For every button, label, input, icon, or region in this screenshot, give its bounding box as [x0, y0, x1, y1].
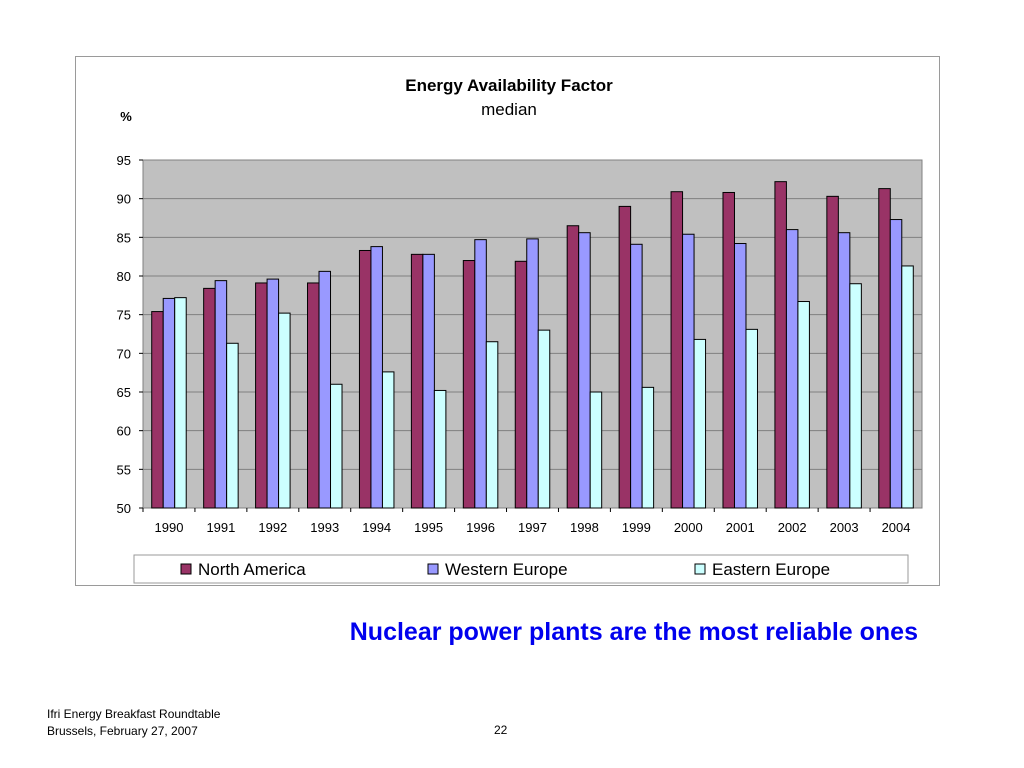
- x-tick-label: 1999: [622, 520, 651, 535]
- bar-north-america-2000: [670, 191, 684, 509]
- bar-western-europe-2000: [682, 233, 695, 509]
- bar-north-america-1991: [203, 287, 216, 509]
- y-tick-label: 60: [117, 424, 131, 439]
- x-tick-label: 2004: [882, 520, 911, 535]
- y-tick-label: 55: [117, 462, 131, 477]
- bar-eastern-europe-1991: [226, 342, 239, 509]
- legend-box: [133, 554, 909, 584]
- legend-label: Western Europe: [445, 560, 568, 579]
- bar-western-europe-1994: [370, 246, 383, 509]
- x-tick-label: 2002: [778, 520, 807, 535]
- x-tick-label: 1996: [466, 520, 495, 535]
- bar-north-america-2001: [722, 191, 735, 509]
- bars: [151, 181, 914, 509]
- x-tick-label: 1994: [362, 520, 391, 535]
- bar-eastern-europe-1997: [537, 329, 551, 509]
- bar-north-america-2002: [774, 181, 787, 509]
- bar-eastern-europe-2000: [693, 338, 707, 509]
- x-tick-label: 2001: [726, 520, 755, 535]
- bar-western-europe-2001: [733, 243, 747, 509]
- chart-frame: Energy Availability Factor median % 50 55…: [75, 56, 940, 586]
- bar-western-europe-1992: [266, 278, 280, 509]
- bar-north-america-1990: [151, 311, 164, 509]
- bar-western-europe-1997: [526, 238, 539, 509]
- chart-title: Energy Availability Factor: [405, 76, 613, 95]
- x-tick-label: 1993: [310, 520, 339, 535]
- bar-western-europe-2003: [837, 232, 851, 509]
- legend-swatch: [694, 563, 706, 575]
- y-tick-label: 90: [117, 192, 131, 207]
- x-tick-label: 1992: [258, 520, 287, 535]
- bar-western-europe-2004: [889, 219, 903, 509]
- bar-eastern-europe-1993: [330, 383, 343, 509]
- bar-north-america-1996: [462, 260, 476, 509]
- page-number: 22: [494, 723, 508, 737]
- x-tick-label: 1990: [155, 520, 184, 535]
- bar-eastern-europe-1992: [278, 312, 291, 509]
- headline: Nuclear power plants are the most reliab…: [349, 618, 918, 646]
- bar-north-america-2004: [878, 188, 891, 509]
- y-tick-label: 65: [117, 385, 131, 400]
- y-tick-label: 70: [117, 346, 131, 361]
- bar-eastern-europe-2001: [745, 328, 758, 509]
- x-tick-label: 1997: [518, 520, 547, 535]
- x-tick-label: 2000: [674, 520, 703, 535]
- bar-north-america-1993: [307, 282, 320, 509]
- bar-western-europe-1995: [422, 253, 435, 509]
- bar-western-europe-1991: [214, 280, 228, 509]
- x-tick-label: 1991: [206, 520, 235, 535]
- bar-western-europe-1998: [578, 232, 591, 509]
- y-tick-labels: 50 55 60 65 70 75 80 85 90 95: [117, 153, 131, 516]
- legend-label: North America: [198, 560, 306, 579]
- bar-eastern-europe-1996: [485, 341, 499, 509]
- y-axis-unit: %: [120, 109, 132, 124]
- footer-date: Brussels, February 27, 2007: [47, 724, 198, 738]
- bar-western-europe-1999: [630, 243, 643, 509]
- y-tick-label: 85: [117, 230, 131, 245]
- chart: Energy Availability Factor median % 50 55…: [117, 76, 923, 584]
- bar-western-europe-1993: [318, 270, 332, 509]
- bar-eastern-europe-1994: [381, 371, 395, 509]
- bar-western-europe-2002: [785, 229, 799, 509]
- y-tick-label: 80: [117, 269, 131, 284]
- bar-eastern-europe-1999: [641, 386, 655, 509]
- x-tick-label: 1995: [414, 520, 443, 535]
- bar-eastern-europe-1990: [174, 297, 187, 509]
- bar-eastern-europe-2003: [849, 283, 862, 509]
- bar-north-america-1998: [566, 225, 580, 509]
- x-tick-labels: 1990 1991 1992 1993 1994 1995 1996 1997 1998 1999…: [155, 520, 911, 535]
- legend-label: Eastern Europe: [712, 560, 830, 579]
- y-tick-label: 95: [117, 153, 131, 168]
- bar-north-america-2003: [826, 195, 839, 509]
- x-tick-label: 2003: [830, 520, 859, 535]
- bar-north-america-1999: [618, 205, 632, 509]
- footer-info: Ifri Energy Breakfast Roundtable Brussel…: [47, 706, 220, 740]
- legend: North America Western Europe Eastern Europ…: [180, 560, 830, 579]
- y-tick-label: 75: [117, 308, 131, 323]
- bar-eastern-europe-1995: [433, 389, 447, 509]
- bar-western-europe-1990: [162, 297, 176, 509]
- x-tick-label: 1998: [570, 520, 599, 535]
- bar-north-america-1997: [514, 260, 528, 509]
- legend-swatch: [427, 563, 439, 575]
- bar-eastern-europe-2002: [797, 301, 810, 509]
- chart-subtitle: median: [481, 100, 537, 119]
- y-tick-label: 50: [117, 501, 131, 516]
- bar-north-america-1992: [255, 282, 268, 509]
- bar-eastern-europe-1998: [589, 391, 603, 509]
- footer-event: Ifri Energy Breakfast Roundtable: [47, 707, 221, 721]
- bar-eastern-europe-2004: [901, 265, 914, 509]
- bar-western-europe-1996: [474, 239, 487, 509]
- bar-north-america-1995: [410, 253, 424, 509]
- bar-north-america-1994: [358, 249, 372, 509]
- legend-swatch: [180, 563, 192, 575]
